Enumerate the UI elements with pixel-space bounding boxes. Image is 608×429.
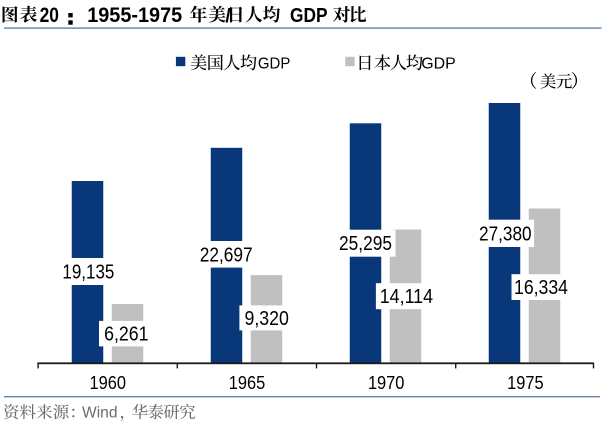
svg-text:9,320: 9,320 — [245, 308, 289, 330]
svg-text:GDP: GDP — [421, 56, 456, 73]
svg-text:GDP: GDP — [258, 56, 290, 73]
svg-text:25,295: 25,295 — [339, 233, 392, 255]
svg-text:GDP: GDP — [290, 4, 328, 27]
svg-text:Wind: Wind — [82, 404, 118, 421]
svg-text:16,334: 16,334 — [514, 277, 568, 299]
svg-text:27,380: 27,380 — [479, 223, 532, 245]
svg-text:20: 20 — [40, 3, 59, 27]
svg-text:1960: 1960 — [90, 373, 127, 393]
svg-text:22,697: 22,697 — [200, 244, 253, 266]
svg-text:1965: 1965 — [229, 373, 266, 393]
svg-text:1975: 1975 — [507, 373, 544, 393]
svg-text:14,114: 14,114 — [380, 286, 433, 308]
svg-text:19,135: 19,135 — [62, 262, 114, 284]
svg-text:/: / — [225, 6, 231, 27]
svg-text:1970: 1970 — [368, 373, 405, 393]
svg-text:1955-1975: 1955-1975 — [87, 3, 182, 27]
svg-text:6,261: 6,261 — [104, 324, 148, 346]
